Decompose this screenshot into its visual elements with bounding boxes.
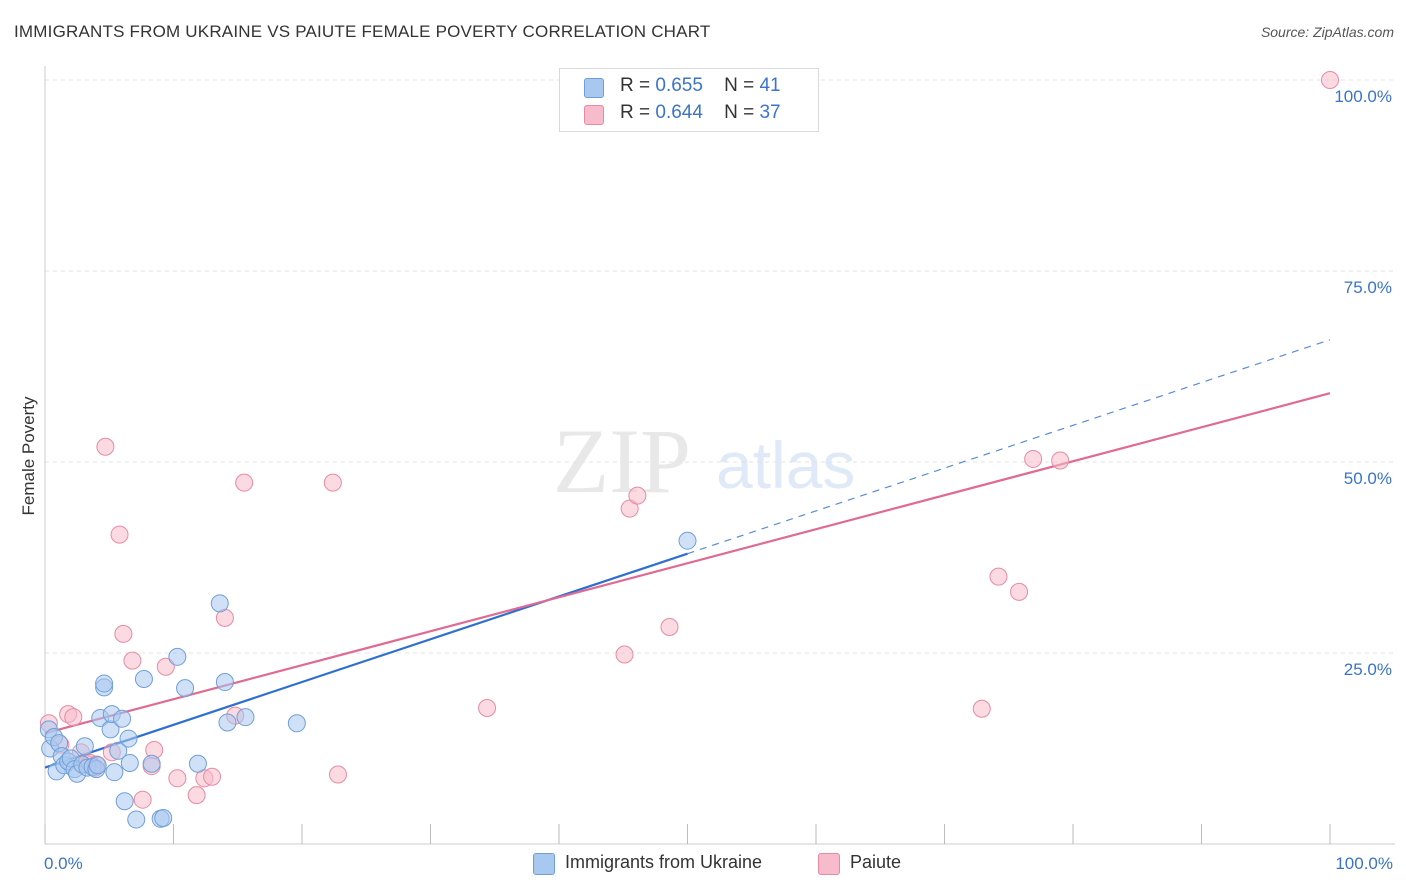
bottom-legend-label-ukraine: Immigrants from Ukraine <box>565 852 763 872</box>
trend-line-paiute <box>44 392 1331 735</box>
y-tick-label: 75.0% <box>1344 278 1392 297</box>
y-tick-label: 100.0% <box>1334 87 1392 106</box>
axis-labels: 25.0% 50.0% 75.0% 100.0% 0.0% 100.0% <box>44 87 1393 873</box>
point-ukraine <box>120 754 139 773</box>
x-tick-label-min: 0.0% <box>44 854 83 873</box>
point-paiute <box>235 473 254 492</box>
point-paiute <box>478 699 497 718</box>
watermark: ZIP atlas <box>553 410 855 512</box>
point-paiute <box>1321 71 1339 89</box>
point-ukraine <box>215 673 234 692</box>
point-paiute <box>156 657 175 676</box>
point-paiute <box>1024 449 1043 468</box>
point-ukraine <box>105 763 124 782</box>
point-paiute <box>323 473 342 492</box>
trend-lines <box>44 339 1331 769</box>
point-ukraine <box>113 709 132 728</box>
y-tick-label: 50.0% <box>1344 469 1392 488</box>
point-ukraine <box>88 756 107 775</box>
point-paiute <box>110 525 129 544</box>
point-ukraine <box>210 594 229 613</box>
point-paiute <box>187 786 206 805</box>
bottom-legend-label-paiute: Paiute <box>850 852 902 872</box>
point-ukraine <box>95 674 114 693</box>
point-paiute <box>133 790 152 809</box>
legend-r-label: R = <box>620 75 651 96</box>
legend-n-label: N = <box>724 102 755 123</box>
point-ukraine <box>168 647 187 666</box>
data-points <box>39 71 1339 829</box>
bottom-legend-swatch-paiute <box>818 853 840 875</box>
legend-r-value: 0.644 <box>655 102 703 123</box>
point-ukraine <box>287 714 306 733</box>
point-paiute <box>615 645 634 664</box>
point-ukraine <box>142 754 161 773</box>
point-paiute <box>168 769 187 788</box>
point-ukraine <box>134 669 153 688</box>
point-paiute <box>114 624 133 643</box>
point-ukraine <box>678 531 697 550</box>
legend-swatch-ukraine <box>584 78 604 98</box>
point-paiute <box>328 765 347 784</box>
point-paiute <box>96 437 115 456</box>
grid <box>45 79 1395 654</box>
point-ukraine <box>119 729 138 748</box>
legend: R = 0.655 N = 41 R = 0.644 N = 37 <box>559 68 819 132</box>
point-ukraine <box>75 737 94 756</box>
point-ukraine <box>154 809 173 828</box>
point-ukraine <box>218 713 237 732</box>
y-tick-label: 25.0% <box>1344 660 1392 679</box>
bottom-legend-swatch-ukraine <box>533 853 555 875</box>
point-paiute <box>64 708 83 727</box>
point-ukraine <box>176 679 195 698</box>
point-ukraine <box>127 810 146 829</box>
point-paiute <box>972 699 991 718</box>
watermark-atlas: atlas <box>716 428 855 502</box>
point-paiute <box>628 486 647 505</box>
point-ukraine <box>236 708 255 727</box>
point-paiute <box>989 567 1008 586</box>
point-paiute <box>1051 451 1070 470</box>
x-tick-label-max: 100.0% <box>1335 854 1393 873</box>
point-ukraine <box>109 741 128 760</box>
point-ukraine <box>188 754 207 773</box>
point-paiute <box>203 767 222 786</box>
source-label: Source: ZipAtlas.com <box>1260 24 1394 40</box>
trend-line-ukraine-projection <box>687 339 1331 555</box>
legend-n-label: N = <box>724 75 755 96</box>
point-paiute <box>660 618 679 637</box>
legend-swatch-paiute <box>584 105 604 125</box>
legend-n-value: 41 <box>759 75 781 96</box>
chart-title: IMMIGRANTS FROM UKRAINE VS PAIUTE FEMALE… <box>14 22 711 41</box>
trend-line-ukraine <box>44 552 688 769</box>
point-paiute <box>123 651 142 670</box>
watermark-zip: ZIP <box>553 410 691 512</box>
point-paiute <box>1010 582 1029 601</box>
legend-r-value: 0.655 <box>655 75 703 96</box>
legend-n-value: 37 <box>759 102 781 123</box>
legend-r-label: R = <box>620 102 651 123</box>
point-ukraine <box>115 792 134 811</box>
axes <box>44 66 1395 845</box>
y-axis-label: Female Poverty <box>19 396 38 516</box>
